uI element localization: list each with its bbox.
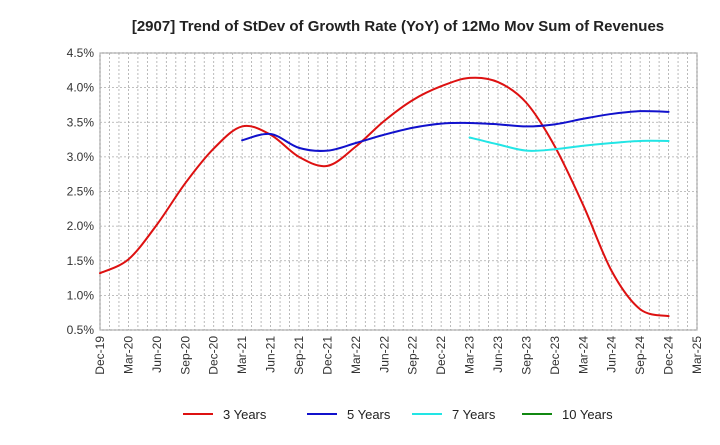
x-tick-label: Mar-24 [576,336,590,374]
x-tick-label: Mar-25 [690,336,704,374]
y-tick-label: 1.5% [67,254,95,268]
x-axis: Dec-19 Mar-20 Jun-20 Sep-20 Dec-20 Mar-21 Jun-… [93,336,704,375]
x-tick-label: Mar-22 [349,336,363,374]
legend-label-7-years: 7 Years [452,407,496,422]
series-layer [99,76,670,318]
x-tick-label: Dec-22 [434,336,448,375]
chart-title: [2907] Trend of StDev of Growth Rate (Yo… [132,18,664,35]
legend: 3 Years 5 Years 7 Years 10 Years [183,407,613,422]
y-tick-label: 3.5% [67,115,95,129]
x-tick-label: Jun-24 [605,336,619,373]
x-tick-label: Jun-21 [264,336,278,373]
x-tick-label: Dec-20 [207,336,221,375]
x-tick-label: Sep-22 [406,336,420,375]
y-tick-label: 4.5% [67,46,95,60]
x-tick-label: Jun-20 [150,336,164,373]
x-tick-label: Sep-23 [519,336,533,375]
y-axis: 0.5% 1.0% 1.5% 2.0% 2.5% 3.0% 3.5% 4.0% 4.5% [67,46,95,337]
x-tick-label: Sep-20 [178,336,192,375]
y-tick-label: 2.0% [67,219,95,233]
series-line-5-years [241,110,670,152]
x-tick-label: Dec-24 [662,336,676,375]
legend-label-10-years: 10 Years [562,407,613,422]
x-tick-label: Sep-24 [633,336,647,375]
series-line-3-years [99,76,670,318]
y-tick-label: 0.5% [67,323,95,337]
x-tick-label: Dec-21 [320,336,334,375]
legend-label-3-years: 3 Years [223,407,267,422]
x-tick-label: Dec-19 [93,336,107,375]
x-tick-label: Mar-23 [463,336,477,374]
y-tick-label: 4.0% [67,81,95,95]
legend-label-5-years: 5 Years [347,407,391,422]
y-tick-label: 1.0% [67,288,95,302]
x-tick-label: Dec-23 [548,336,562,375]
y-tick-label: 2.5% [67,185,95,199]
series-line-7-years [468,136,670,152]
x-tick-label: Jun-23 [491,336,505,373]
grid-layer [99,52,698,331]
x-tick-label: Sep-21 [292,336,306,375]
x-tick-label: Mar-21 [235,336,249,374]
y-tick-label: 3.0% [67,150,95,164]
x-tick-label: Mar-20 [121,336,135,374]
x-tick-label: Jun-22 [377,336,391,373]
